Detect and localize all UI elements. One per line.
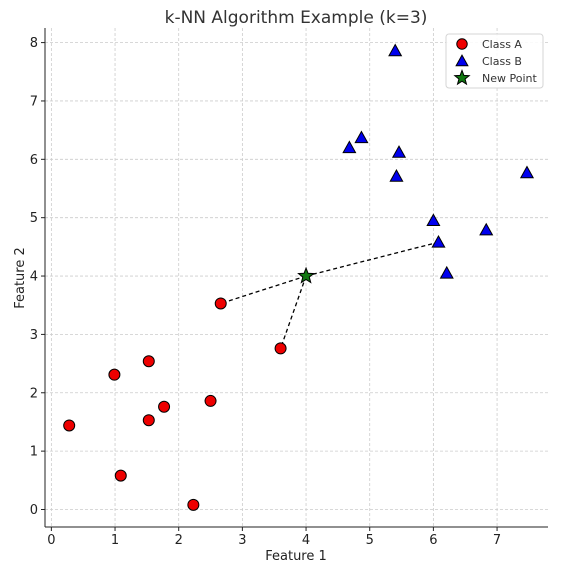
y-tick-label: 3 xyxy=(30,328,38,343)
class-b-point xyxy=(479,222,494,236)
x-tick-label: 2 xyxy=(175,533,183,548)
class-b-point xyxy=(354,130,369,144)
class-b-point xyxy=(439,265,454,279)
legend-marker-class-b xyxy=(455,54,469,67)
class-a-point xyxy=(158,400,171,413)
class-b-point xyxy=(389,169,404,182)
x-tick-label: 4 xyxy=(302,533,310,548)
class-b-point xyxy=(431,234,446,248)
grid xyxy=(45,28,548,527)
x-tick-label: 1 xyxy=(111,533,119,548)
class-a-point xyxy=(114,469,127,482)
neighbor-link xyxy=(220,275,307,305)
class-a-point xyxy=(187,498,200,511)
class-b-point xyxy=(388,43,403,57)
class-a-point xyxy=(142,414,155,427)
x-tick-label: 7 xyxy=(493,533,501,548)
neighbor-link xyxy=(279,275,307,349)
legend: Class A Class B New Point xyxy=(445,33,544,89)
y-tick-label: 6 xyxy=(30,153,38,168)
class-a-point xyxy=(63,419,76,432)
data-points xyxy=(63,43,535,511)
legend-label-class-b: Class B xyxy=(482,55,522,68)
chart-title: k-NN Algorithm Example (k=3) xyxy=(165,8,428,28)
y-tick-label: 7 xyxy=(30,94,38,109)
y-tick-label: 1 xyxy=(30,445,38,460)
x-tick-label: 5 xyxy=(366,533,374,548)
class-a-point xyxy=(142,355,155,368)
x-tick-label: 3 xyxy=(238,533,246,548)
class-a-point xyxy=(274,342,287,355)
class-a-point xyxy=(214,297,227,310)
class-b-point xyxy=(391,145,407,158)
new-point-point xyxy=(297,266,315,284)
class-a-point xyxy=(108,368,121,381)
y-axis-label: Feature 2 xyxy=(13,247,28,309)
x-tick-label: 0 xyxy=(47,533,55,548)
class-b-point xyxy=(426,213,441,227)
y-tick-label: 2 xyxy=(30,386,38,401)
y-tick-label: 4 xyxy=(30,270,38,285)
y-tick-label: 0 xyxy=(30,503,38,518)
legend-label-new-point: New Point xyxy=(482,72,537,85)
y-tick-label: 5 xyxy=(30,211,38,226)
y-tick-label: 8 xyxy=(30,36,38,51)
neighbor-links xyxy=(220,241,439,349)
axes: 0 1 2 3 4 5 6 7 0 1 2 3 4 5 6 7 8 xyxy=(30,28,548,548)
x-tick-label: 6 xyxy=(429,533,437,548)
legend-marker-new-point xyxy=(453,68,471,86)
neighbor-link xyxy=(305,241,439,277)
class-a-point xyxy=(204,394,217,407)
x-axis-label: Feature 1 xyxy=(265,549,327,564)
class-b-point xyxy=(519,165,535,179)
legend-box xyxy=(445,33,544,89)
class-b-point xyxy=(342,140,357,154)
legend-label-class-a: Class A xyxy=(482,38,522,51)
legend-marker-class-a xyxy=(456,38,468,50)
